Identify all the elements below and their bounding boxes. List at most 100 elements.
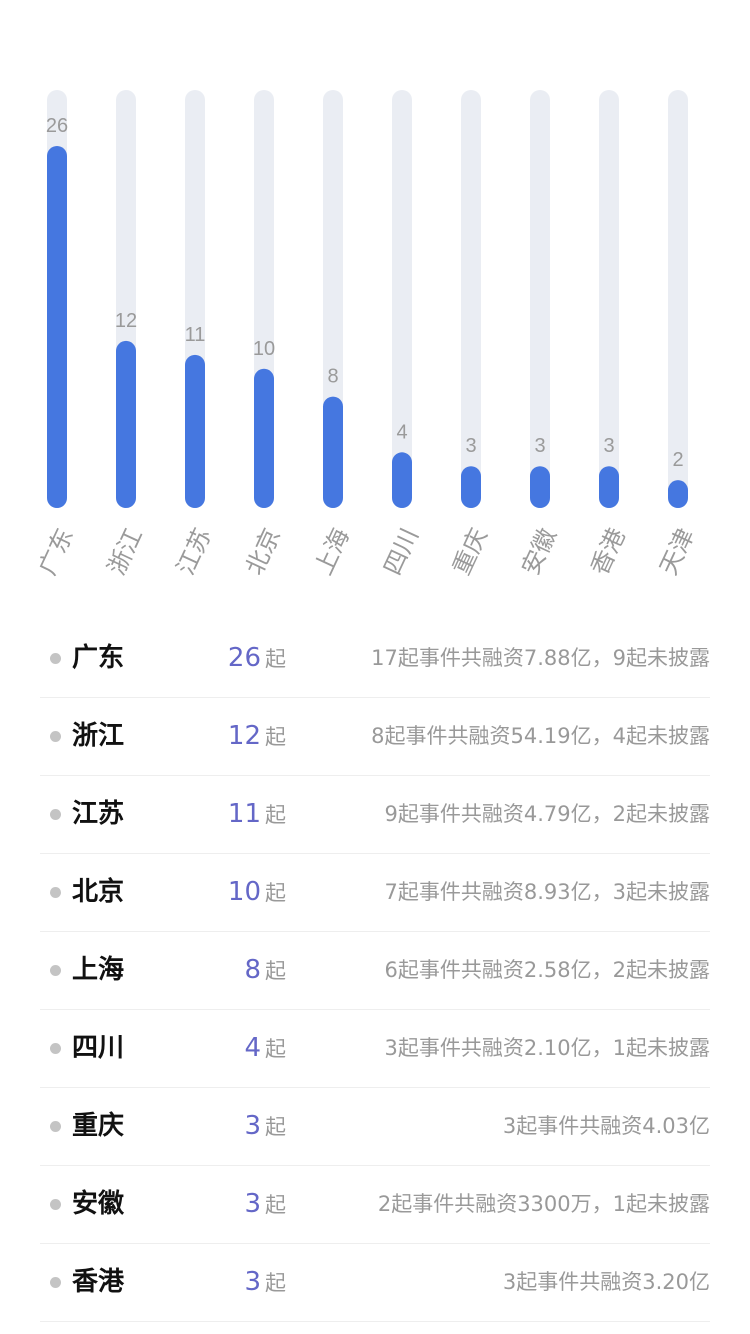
bar-value-label: 2 — [672, 449, 683, 471]
region-bar-chart: 26 广东 12 浙江 11 江苏 10 北京 8 上海 4 四川 3 重庆 3 安徽 3 香港 2 天津 — [33, 90, 700, 579]
count-unit: 起 — [265, 725, 286, 749]
bar — [47, 146, 67, 508]
bullet-dot-icon — [50, 653, 61, 664]
bar-value-label: 3 — [603, 435, 614, 457]
count-value: 10 — [227, 877, 261, 907]
funding-summary: 3起事件共融资3.20亿 — [502, 1270, 710, 1294]
bullet-dot-icon — [50, 731, 61, 742]
funding-summary: 8起事件共融资54.19亿，4起未披露 — [371, 724, 710, 748]
bar-value-label: 3 — [534, 435, 545, 457]
category-tick-label: 安徽 — [516, 524, 562, 579]
bar-track — [392, 90, 412, 508]
category-tick-label: 上海 — [309, 524, 355, 579]
funding-summary: 9起事件共融资4.79亿，2起未披露 — [384, 802, 710, 826]
category-tick-label: 浙江 — [102, 524, 148, 579]
count-unit: 起 — [265, 1037, 286, 1061]
category-tick-label: 广东 — [33, 524, 79, 579]
bar — [599, 466, 619, 508]
event-count: 26 起 — [228, 640, 286, 679]
bar-value-label: 11 — [185, 324, 206, 346]
region-name: 香港 — [72, 1267, 125, 1297]
list-item[interactable]: 浙江 12 起 8起事件共融资54.19亿，4起未披露 — [40, 698, 710, 776]
category-tick-label: 重庆 — [447, 524, 493, 579]
list-item[interactable]: 北京 10 起 7起事件共融资8.93亿，3起未披露 — [40, 854, 710, 932]
count-unit: 起 — [265, 1115, 286, 1139]
category-tick-label: 四川 — [378, 524, 424, 579]
region-name: 四川 — [72, 1033, 125, 1063]
count-value: 11 — [227, 799, 261, 829]
count-unit: 起 — [265, 647, 286, 671]
funding-summary: 3起事件共融资2.10亿，1起未披露 — [384, 1036, 710, 1060]
list-item[interactable]: 广东 26 起 17起事件共融资7.88亿，9起未披露 — [40, 620, 710, 698]
bar-value-label: 12 — [115, 310, 137, 332]
funding-summary: 7起事件共融资8.93亿，3起未披露 — [384, 880, 710, 904]
bar — [461, 466, 481, 508]
bar-value-label: 3 — [465, 435, 476, 457]
bar — [116, 340, 136, 508]
funding-summary: 3起事件共融资4.03亿 — [502, 1114, 710, 1138]
bar-track — [461, 90, 481, 508]
bar — [530, 466, 550, 508]
bar — [185, 354, 205, 508]
count-value: 3 — [244, 1111, 261, 1141]
bar-value-label: 10 — [253, 338, 275, 360]
count-unit: 起 — [265, 959, 286, 983]
region-name: 广东 — [72, 643, 125, 673]
count-unit: 起 — [265, 881, 286, 905]
count-unit: 起 — [265, 1271, 286, 1295]
region-name: 北京 — [72, 877, 125, 907]
count-value: 3 — [244, 1267, 261, 1297]
category-tick-label: 天津 — [654, 524, 700, 579]
bullet-dot-icon — [50, 965, 61, 976]
event-count: 12 起 — [228, 718, 286, 757]
bar-track — [668, 90, 688, 508]
funding-summary: 2起事件共融资3300万，1起未披露 — [377, 1192, 710, 1216]
bar — [323, 396, 343, 508]
region-name: 浙江 — [72, 721, 125, 751]
region-name: 安徽 — [72, 1189, 125, 1219]
bar-value-label: 4 — [396, 421, 407, 443]
bar-value-label: 8 — [327, 366, 338, 388]
bar-track — [599, 90, 619, 508]
bullet-dot-icon — [50, 1121, 61, 1132]
bullet-dot-icon — [50, 809, 61, 820]
bullet-dot-icon — [50, 887, 61, 898]
bar-track — [530, 90, 550, 508]
bar-value-label: 26 — [46, 115, 68, 137]
bullet-dot-icon — [50, 1043, 61, 1054]
count-value: 12 — [227, 721, 261, 751]
count-value: 26 — [227, 643, 261, 673]
count-unit: 起 — [265, 803, 286, 827]
bar — [392, 452, 412, 508]
count-value: 3 — [244, 1189, 261, 1219]
list-item[interactable]: 江苏 11 起 9起事件共融资4.79亿，2起未披露 — [40, 776, 710, 854]
count-value: 8 — [244, 955, 261, 985]
event-count: 10 起 — [228, 874, 286, 913]
bar — [668, 480, 688, 508]
count-unit: 起 — [265, 1193, 286, 1217]
bar — [254, 368, 274, 508]
category-tick-label: 香港 — [585, 524, 631, 579]
category-tick-label: 北京 — [240, 524, 286, 579]
event-count: 11 起 — [228, 796, 286, 835]
region-name: 江苏 — [72, 799, 125, 829]
funding-summary: 6起事件共融资2.58亿，2起未披露 — [384, 958, 710, 982]
region-name: 重庆 — [72, 1111, 125, 1141]
bullet-dot-icon — [50, 1277, 61, 1288]
funding-summary: 17起事件共融资7.88亿，9起未披露 — [371, 646, 710, 670]
region-name: 上海 — [72, 955, 125, 985]
category-tick-label: 江苏 — [171, 524, 217, 579]
region-list: 广东 26 起 17起事件共融资7.88亿，9起未披露 浙江 12 起 8起事件共融… — [40, 620, 710, 1322]
bullet-dot-icon — [50, 1199, 61, 1210]
count-value: 4 — [244, 1033, 261, 1063]
